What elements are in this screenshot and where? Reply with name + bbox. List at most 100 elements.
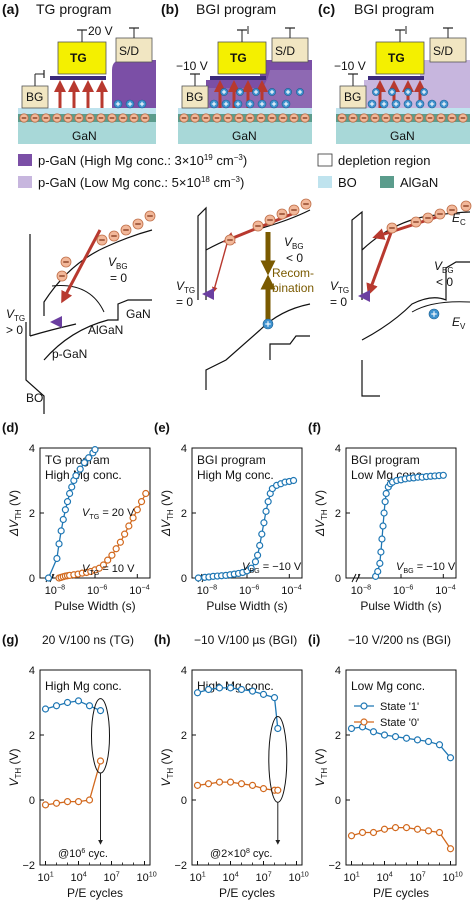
y-tick-label: 2 <box>181 730 187 742</box>
chart-subtitle: Low Mg conc. <box>351 679 425 693</box>
x-tick-label: 10−4 <box>129 584 149 597</box>
vbg-label: VBG <box>108 255 128 271</box>
data-point <box>247 564 255 572</box>
data-point <box>137 498 146 506</box>
legend-entry: State '0' <box>380 717 419 729</box>
data-point <box>260 519 268 527</box>
y-axis-label-group: ΔVTH (V) <box>7 490 23 537</box>
panel-c-title: BGI program <box>354 1 434 17</box>
panel-label: (d) <box>2 420 19 435</box>
band-algan-label: AlGaN <box>88 323 123 337</box>
data-point <box>376 559 384 567</box>
data-point <box>80 459 89 467</box>
hole-row <box>367 88 449 109</box>
vtg-label: VTG <box>176 279 195 295</box>
legend-swatch-p-gan-high <box>18 154 32 166</box>
sd-label: S/D <box>433 44 453 58</box>
axis-break-icon <box>351 573 361 583</box>
plot-frame <box>39 669 151 866</box>
y-tick-label: 4 <box>335 443 341 455</box>
chart-i: (i) −10 V/200 ns (BGI) Low Mg conc. −2 0 2 4 VT… <box>308 632 463 900</box>
vbg-label: VBG <box>284 235 304 251</box>
y-tick-label: 0 <box>29 795 35 807</box>
x-axis-label: P/E cycles <box>219 886 275 900</box>
device-a: TG S/D BG 20 V GaN <box>18 24 156 144</box>
y-axis-label: ΔVTH (V) <box>159 490 175 537</box>
x-tick-label: 10−8 <box>351 584 371 597</box>
data-point <box>41 801 50 809</box>
y-tick-label: 4 <box>181 443 187 455</box>
x-tick-label: 107 <box>104 871 120 884</box>
data-point <box>85 796 94 804</box>
data-point <box>413 736 422 744</box>
data-point <box>347 724 356 733</box>
vbg-value: = 0 <box>110 271 127 285</box>
data-point <box>377 548 385 556</box>
panel-b-title: BGI program <box>196 1 276 17</box>
tg-label: TG <box>388 51 405 65</box>
material-legend: p-GaN (High Mg conc.: 3×1019 cm−3) p-GaN… <box>18 153 438 190</box>
hole-row <box>113 99 147 109</box>
y-axis-label-group: VTH (V) <box>159 748 175 786</box>
data-point <box>63 798 72 806</box>
panel-label: (f) <box>308 420 321 435</box>
data-point <box>391 824 400 832</box>
x-tick-label: 10−4 <box>281 584 301 597</box>
data-point <box>104 556 112 564</box>
data-point <box>262 507 270 515</box>
x-tick-label: 101 <box>38 871 54 884</box>
data-point <box>369 828 378 837</box>
panel-label: (g) <box>2 632 19 647</box>
data-point <box>380 731 389 739</box>
gan-label: GaN <box>390 129 415 143</box>
data-point <box>53 554 61 563</box>
y-tick-label: −2 <box>22 860 35 872</box>
data-point <box>85 702 94 710</box>
y-axis-label-group: VTH (V) <box>7 748 23 786</box>
legend-swatch-depletion <box>317 153 333 167</box>
tg-voltage: 20 V <box>88 24 113 38</box>
data-point <box>358 828 367 837</box>
annotation-label: VBG = −10 V <box>242 561 302 575</box>
data-point <box>52 799 61 807</box>
cycle-annotation: @106 cyc. <box>58 848 108 860</box>
data-point <box>237 780 246 788</box>
tunnel-arrow <box>61 229 102 304</box>
chart-subtitle: High Mg conc. <box>45 679 122 693</box>
data-point <box>382 489 390 498</box>
bg-label: BG <box>344 90 361 104</box>
data-point <box>435 741 444 749</box>
y-tick-label: 2 <box>29 730 35 742</box>
data-point <box>61 506 69 514</box>
ec-label: EC <box>452 211 466 227</box>
data-point <box>193 781 202 789</box>
y-tick-label: 4 <box>29 443 35 455</box>
data-point <box>251 558 260 566</box>
legend-swatch-p-gan-low <box>18 176 32 188</box>
chart-title: BGI program <box>197 453 266 467</box>
tg-electrode <box>57 41 107 75</box>
data-point <box>44 574 53 582</box>
legend-marker <box>360 702 368 710</box>
data-point <box>112 545 120 553</box>
chart-header: −10 V/100 µs (BGI) <box>194 633 297 647</box>
band-electrons <box>224 198 312 330</box>
legend-depletion: depletion region <box>338 153 431 168</box>
data-point <box>439 471 447 479</box>
data-point <box>274 724 282 733</box>
vtg-value: = 0 <box>330 295 347 309</box>
y-tick-label: 0 <box>181 795 187 807</box>
data-point <box>226 684 235 692</box>
data-point <box>63 698 72 707</box>
chart-header: 20 V/100 ns (TG) <box>42 633 134 647</box>
data-point <box>381 498 389 506</box>
panel-b-label: (b) <box>161 1 179 17</box>
device-b: TG S/D BG −10 V GaN <box>176 26 312 144</box>
panel-c: (c) BGI program TG S/D BG −10 V GaN <box>318 1 470 144</box>
x-tick-label: 10−8 <box>45 584 65 597</box>
band-pgan-label: p-GaN <box>52 347 87 361</box>
panel-a: (a) TG program TG S/D BG 20 V GaN <box>2 1 156 144</box>
data-point <box>446 845 455 853</box>
